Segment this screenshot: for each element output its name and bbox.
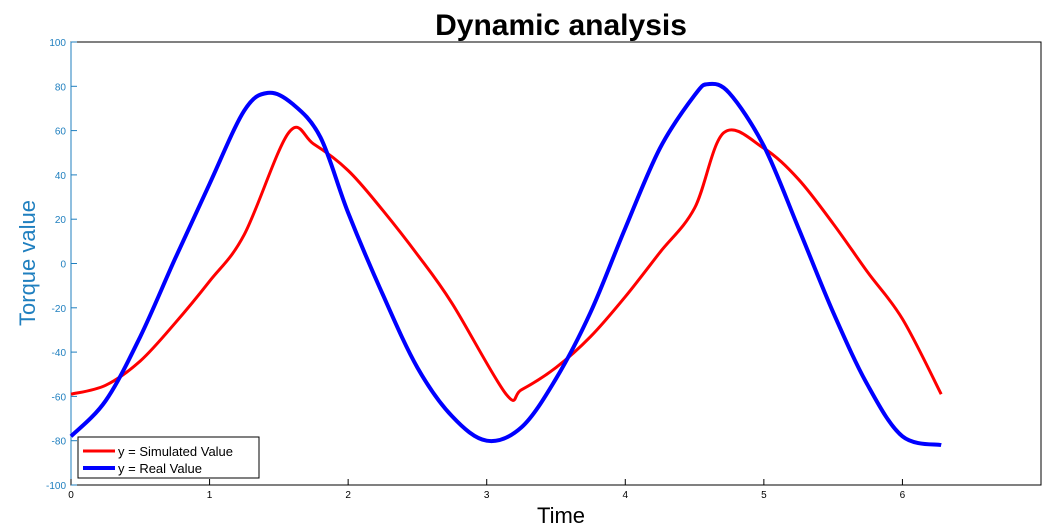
y-tick-label: 0 (60, 260, 66, 271)
y-tick-label: 80 (55, 82, 67, 93)
chart-title: Dynamic analysis (435, 9, 687, 42)
x-tick-label: 5 (761, 490, 767, 501)
x-tick-label: 6 (900, 490, 906, 501)
series-real-line (69, 81, 942, 448)
plot-area: 0 1 2 3 4 5 6 -100 -80 -60 -40 -20 0 20 40 60 80 100 (46, 38, 1042, 501)
legend-entry-label: y = Simulated Value (118, 444, 233, 459)
y-tick-label: 100 (49, 38, 66, 49)
x-tick-label: 1 (207, 490, 213, 501)
legend: y = Simulated Value y = Real Value (77, 436, 260, 479)
x-axis-label: Time (537, 503, 585, 527)
y-tick-label: 40 (55, 171, 67, 182)
x-tick-label: 2 (345, 490, 351, 501)
y-axis-label: Torque value (15, 200, 40, 326)
x-tick-label: 4 (623, 490, 629, 501)
y-tick-label: -100 (46, 481, 66, 492)
y-tick-label: -40 (52, 348, 67, 359)
y-tick-label: -80 (52, 437, 67, 448)
x-tick-label: 3 (484, 490, 490, 501)
series-simulated-line (70, 125, 943, 402)
y-tick-label: 20 (55, 215, 67, 226)
x-tick-label: 0 (68, 490, 74, 501)
axes-box (70, 41, 1042, 486)
y-tick-label: -20 (52, 304, 67, 315)
y-tick-label: 60 (55, 127, 67, 138)
y-tick-label: -60 (52, 392, 67, 403)
legend-entry-label: y = Real Value (118, 461, 202, 476)
legend-box (77, 436, 260, 479)
